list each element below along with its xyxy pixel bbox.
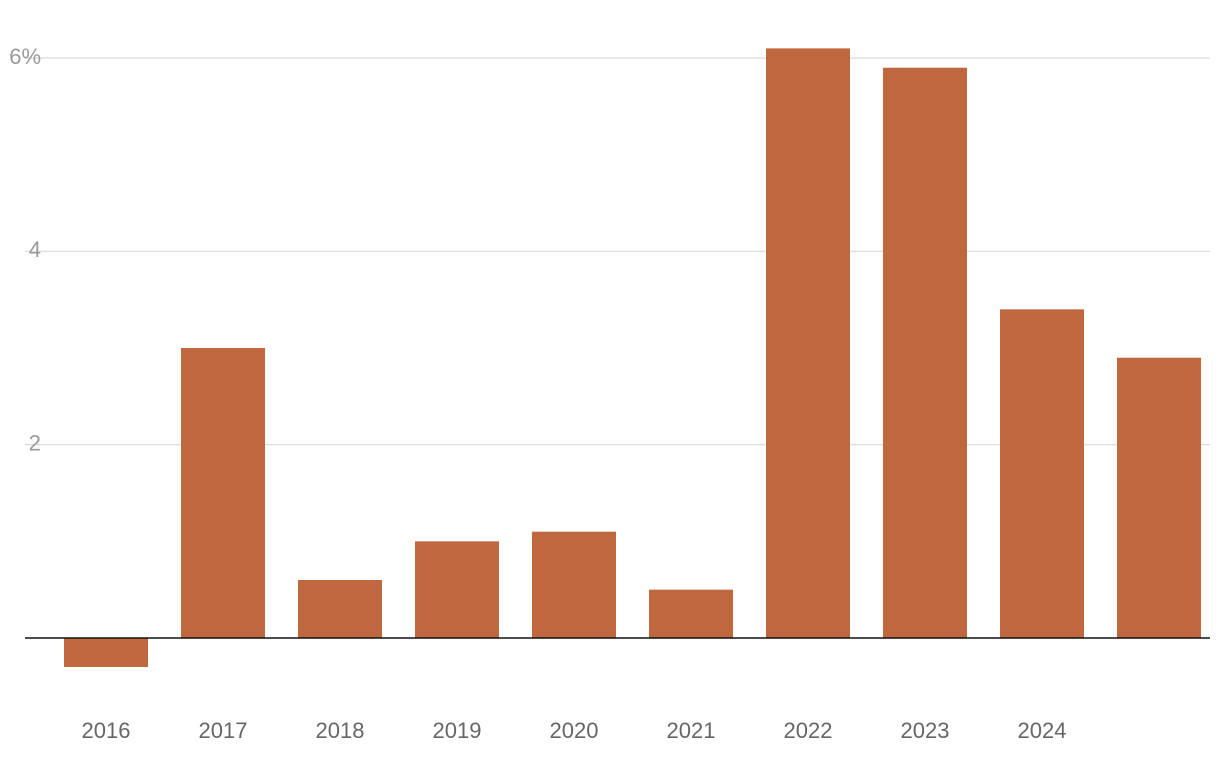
bar [1117, 357, 1201, 639]
bar [649, 589, 733, 639]
bar [766, 48, 850, 639]
x-tick-label: 2023 [901, 718, 950, 743]
x-tick-label: 2016 [82, 718, 131, 743]
x-tick-label: 2017 [199, 718, 248, 743]
x-tick-label: 2024 [1018, 718, 1067, 743]
x-tick-label: 2020 [550, 718, 599, 743]
bar [181, 348, 265, 639]
y-tick-label: 4 [29, 237, 41, 262]
bar [298, 580, 382, 639]
x-tick-label: 2019 [433, 718, 482, 743]
x-tick-label: 2021 [667, 718, 716, 743]
bar [883, 67, 967, 639]
y-tick-label: 6% [9, 44, 41, 69]
y-tick-label: 2 [29, 430, 41, 455]
bar [415, 541, 499, 639]
bar [1000, 309, 1084, 639]
bar [64, 638, 148, 668]
x-tick-label: 2022 [784, 718, 833, 743]
x-tick-label: 2018 [316, 718, 365, 743]
bar [532, 531, 616, 639]
